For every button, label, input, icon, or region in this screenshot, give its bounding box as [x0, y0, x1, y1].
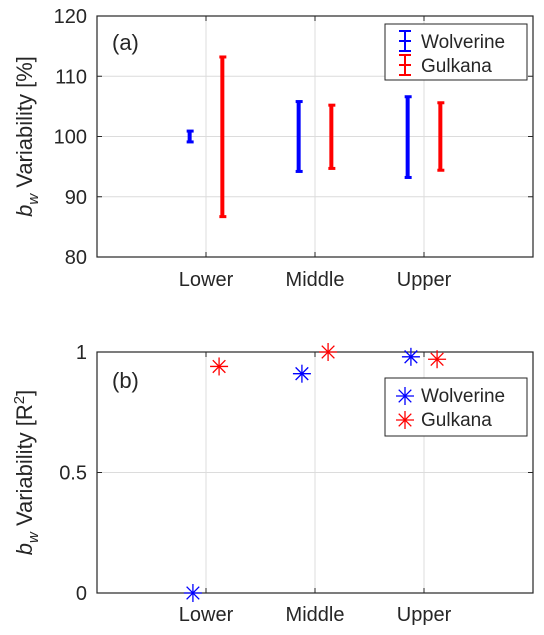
y-tick-label: 90 — [65, 187, 87, 209]
asterisk-stroke — [212, 359, 226, 374]
legend-label: Gulkana — [421, 410, 492, 431]
legend: Wolverine Gulkana — [384, 377, 528, 437]
y-axis-label-sub: w — [25, 193, 42, 205]
point-gulkana-middle — [319, 343, 338, 361]
asterisk-stroke — [404, 350, 418, 364]
y-axis-label-rest: Variability [R — [12, 404, 37, 532]
asterisk-stroke — [398, 413, 412, 427]
asterisk-stroke — [186, 586, 200, 600]
legend-marker — [396, 387, 414, 405]
y-axis-label-rest: Variability [%] — [12, 56, 37, 194]
legend: Wolverine Gulkana — [384, 23, 528, 81]
y-tick-label: 1 — [76, 342, 87, 364]
x-tick-label: Middle — [286, 604, 345, 626]
y-tick-label: 0.5 — [59, 463, 87, 485]
point-wolverine-middle — [292, 364, 311, 383]
legend-box — [384, 377, 528, 437]
legend-label: Wolverine — [421, 32, 505, 53]
errorbar-gulkana-middle — [328, 103, 336, 170]
errorbar-wolverine-middle — [295, 100, 303, 173]
asterisk-stroke — [398, 389, 412, 403]
y-axis-label: bw Variability [R2] — [11, 390, 42, 556]
asterisk-stroke — [430, 352, 444, 366]
y-tick-label: 100 — [54, 127, 87, 149]
x-tick-label: Upper — [397, 604, 452, 626]
y-axis-label: bw Variability [%] — [12, 56, 42, 217]
asterisk-stroke — [321, 345, 335, 359]
legend-label: Gulkana — [421, 56, 492, 77]
x-tick-label: Lower — [179, 269, 234, 291]
errorbar-gulkana-lower — [219, 55, 227, 219]
y-axis-label-sup: 2 — [11, 396, 28, 404]
asterisk-stroke — [295, 366, 309, 381]
errorbar-wolverine-upper — [404, 95, 412, 179]
y-axis-label-sub: w — [25, 531, 42, 543]
panel-label: (a) — [112, 30, 139, 55]
legend-label: Wolverine — [421, 386, 505, 407]
y-axis-label-b: b — [12, 543, 37, 555]
x-tick-label: Lower — [179, 604, 234, 626]
panel-b: 0 0.5 1 Lower Middle Upper (b) bw Variability [… — [11, 342, 534, 626]
errorbar-wolverine-lower — [186, 129, 194, 144]
y-tick-label: 110 — [55, 66, 87, 88]
point-wolverine-lower — [183, 584, 202, 602]
panel-label: (b) — [112, 368, 139, 393]
y-tick-label: 120 — [54, 6, 87, 28]
point-gulkana-upper — [428, 350, 447, 369]
y-tick-label: 80 — [65, 247, 87, 269]
y-axis-label-end: ] — [12, 390, 37, 396]
y-axis-label-b: b — [12, 205, 37, 217]
panel-a: 80 90 100 110 120 Lower Middle Upper (a) bw Varia… — [12, 6, 534, 291]
point-gulkana-lower — [210, 357, 229, 376]
point-wolverine-upper — [401, 347, 420, 366]
errorbar-gulkana-upper — [437, 101, 445, 172]
x-tick-label: Upper — [397, 269, 452, 291]
legend-marker — [396, 411, 414, 429]
y-tick-label: 0 — [76, 583, 87, 605]
x-tick-label: Middle — [286, 269, 345, 291]
